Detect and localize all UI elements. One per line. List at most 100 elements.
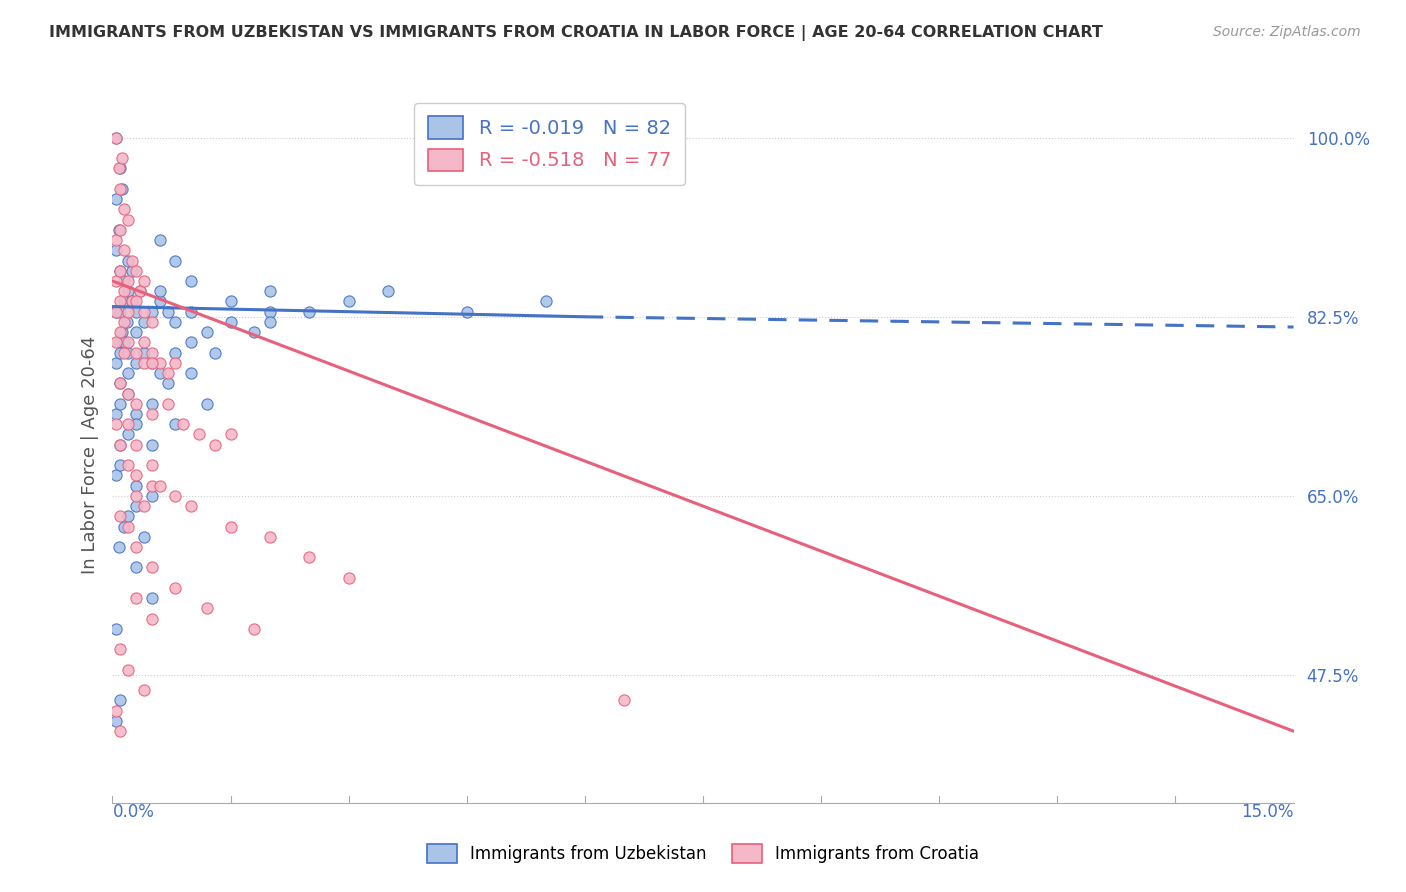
Point <box>110 223 132 237</box>
Point <box>112 284 135 298</box>
Point <box>117 458 139 472</box>
Point <box>141 356 163 370</box>
Point <box>125 356 148 370</box>
Point <box>105 192 128 206</box>
Point <box>180 274 202 288</box>
Point <box>132 530 155 544</box>
Point <box>141 397 163 411</box>
Point <box>105 130 128 145</box>
Point <box>132 356 155 370</box>
Point <box>172 417 194 432</box>
Point <box>105 714 128 728</box>
Point <box>165 581 187 595</box>
Point <box>165 315 187 329</box>
Point <box>117 253 139 268</box>
Point <box>125 591 148 606</box>
Point <box>105 130 128 145</box>
Point <box>125 438 148 452</box>
Point <box>125 304 148 318</box>
Point <box>141 489 163 503</box>
Text: 15.0%: 15.0% <box>1241 803 1294 821</box>
Point <box>204 438 226 452</box>
Point <box>195 601 218 615</box>
Point <box>110 724 132 739</box>
Point <box>180 335 202 350</box>
Point <box>111 325 134 339</box>
Point <box>105 304 128 318</box>
Point <box>125 560 148 574</box>
Point <box>117 663 139 677</box>
Point <box>132 274 155 288</box>
Text: IMMIGRANTS FROM UZBEKISTAN VS IMMIGRANTS FROM CROATIA IN LABOR FORCE | AGE 20-64: IMMIGRANTS FROM UZBEKISTAN VS IMMIGRANTS… <box>49 25 1104 41</box>
Point <box>149 233 172 247</box>
Point <box>111 182 134 196</box>
Point <box>117 519 139 533</box>
Point <box>125 345 148 359</box>
Point <box>110 642 132 657</box>
Point <box>112 315 135 329</box>
Point <box>125 325 148 339</box>
Point <box>259 530 281 544</box>
Point <box>110 345 132 359</box>
Point <box>180 366 202 380</box>
Point <box>125 294 148 309</box>
Point <box>110 264 132 278</box>
Point <box>180 499 202 513</box>
Point <box>111 151 134 165</box>
Point <box>195 397 218 411</box>
Point <box>125 397 148 411</box>
Point <box>165 489 187 503</box>
Point <box>112 519 135 533</box>
Point <box>156 397 179 411</box>
Point <box>298 550 321 565</box>
Point <box>534 294 557 309</box>
Point <box>110 438 132 452</box>
Text: 0.0%: 0.0% <box>112 803 155 821</box>
Point <box>105 417 128 432</box>
Point <box>125 489 148 503</box>
Point <box>110 376 132 391</box>
Point <box>110 376 132 391</box>
Point <box>117 274 139 288</box>
Point <box>613 693 636 707</box>
Point <box>105 304 128 318</box>
Point <box>105 407 128 421</box>
Point <box>180 304 202 318</box>
Point <box>117 284 139 298</box>
Point <box>105 704 128 718</box>
Point <box>149 284 172 298</box>
Point <box>112 202 135 217</box>
Point <box>121 253 143 268</box>
Point <box>107 161 129 176</box>
Point <box>141 458 163 472</box>
Point <box>105 356 128 370</box>
Legend: R = -0.019   N = 82, R = -0.518   N = 77: R = -0.019 N = 82, R = -0.518 N = 77 <box>415 103 685 185</box>
Point <box>121 264 143 278</box>
Point <box>117 427 139 442</box>
Point <box>110 693 132 707</box>
Point <box>149 366 172 380</box>
Point <box>110 294 132 309</box>
Point <box>132 345 155 359</box>
Point <box>456 304 478 318</box>
Point <box>337 294 360 309</box>
Point <box>105 233 128 247</box>
Point <box>125 407 148 421</box>
Point <box>110 264 132 278</box>
Point <box>121 294 143 309</box>
Point <box>243 325 266 339</box>
Point <box>125 417 148 432</box>
Point <box>129 284 152 298</box>
Point <box>125 264 148 278</box>
Point <box>156 304 179 318</box>
Point <box>141 560 163 574</box>
Point <box>117 386 139 401</box>
Point <box>117 345 139 359</box>
Point <box>117 509 139 524</box>
Point <box>141 591 163 606</box>
Point <box>110 438 132 452</box>
Point <box>188 427 211 442</box>
Point <box>132 683 155 698</box>
Point <box>132 304 155 318</box>
Point <box>337 571 360 585</box>
